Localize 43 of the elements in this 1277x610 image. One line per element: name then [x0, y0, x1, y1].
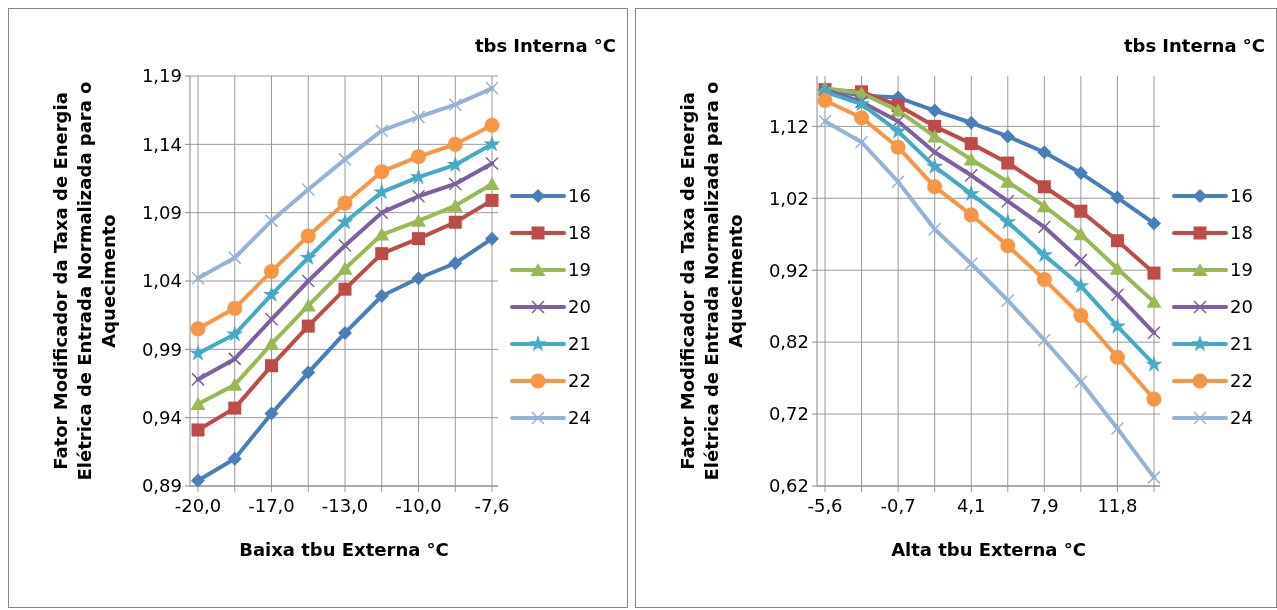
y-tick-label: 1,12 [768, 115, 809, 137]
legend-label: 19 [1230, 259, 1253, 281]
legend-label: 24 [1230, 407, 1253, 429]
x-tick-label: -7,6 [474, 495, 510, 516]
y-tick-label: 1,19 [141, 65, 182, 87]
legend-label: 18 [568, 222, 591, 244]
y-tick-label: 1,09 [141, 201, 182, 223]
legend-label: 22 [1230, 370, 1253, 392]
x-tick-label: -5,6 [807, 495, 843, 516]
legend-label: 18 [1230, 222, 1253, 244]
x-tick-label: -0,7 [880, 495, 916, 516]
x-tick-label: 4,1 [956, 495, 986, 516]
legend-label: 22 [568, 370, 591, 392]
legend-label: 19 [568, 259, 591, 281]
legend-label: 16 [568, 185, 591, 207]
x-tick-label: 11,8 [1097, 495, 1138, 516]
y-axis-title: Fator Modificador da Taxa de Energia Elétrica de Entrada Normalizada para o Aquecimento [677, 81, 746, 481]
x-tick-label: -13,0 [321, 495, 369, 516]
x-tick-label: 7,9 [1030, 495, 1059, 516]
y-axis-title: Fator Modificador da Taxa de Energia Elétrica de Entrada Normalizada para o Aquecimento [50, 81, 119, 481]
legend-label: 24 [568, 407, 591, 429]
legend-label: 21 [1230, 333, 1253, 355]
y-tick-label: 0,94 [141, 406, 182, 428]
y-tick-label: 1,14 [141, 133, 182, 155]
y-tick-label: 0,72 [768, 403, 809, 425]
x-tick-label: -17,0 [248, 495, 295, 516]
x-tick-label: -20,0 [174, 495, 222, 516]
legend-label: 20 [1230, 296, 1253, 318]
legend-label: 16 [1230, 185, 1253, 207]
x-axis-title: Baixa tbu Externa °C [239, 539, 449, 560]
y-tick-label: 0,82 [768, 331, 809, 353]
legend-title: tbs Interna °C [1123, 35, 1265, 56]
x-tick-label: -10,0 [395, 495, 442, 516]
legend-title: tbs Interna °C [474, 35, 616, 56]
y-tick-label: 1,04 [141, 270, 182, 292]
legend-label: 21 [568, 333, 591, 355]
y-tick-label: 0,62 [768, 475, 809, 497]
y-tick-label: 0,92 [768, 259, 809, 281]
y-tick-label: 0,99 [141, 338, 182, 360]
y-tick-label: 0,89 [141, 475, 182, 497]
legend-label: 20 [568, 296, 591, 318]
y-tick-label: 1,02 [768, 187, 809, 209]
x-axis-title: Alta tbu Externa °C [891, 539, 1086, 560]
